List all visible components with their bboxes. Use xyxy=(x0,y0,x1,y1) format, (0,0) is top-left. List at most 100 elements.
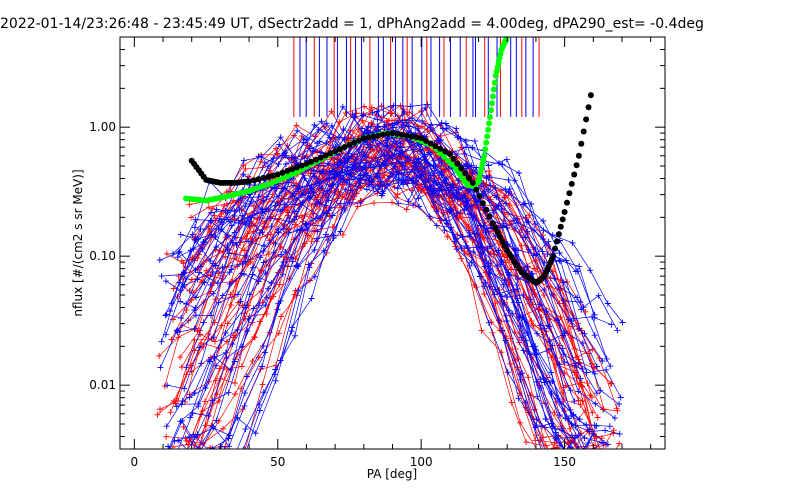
series-green-point xyxy=(448,161,455,168)
series-black-point xyxy=(450,155,457,162)
series-black-point xyxy=(442,148,449,155)
series-black-point xyxy=(246,178,253,185)
flux-trace-red-38 xyxy=(177,163,599,418)
flux-trace-blue-30 xyxy=(185,139,575,402)
series-black-point xyxy=(408,133,415,140)
plus-markers-blue-28 xyxy=(186,163,600,449)
series-black-point xyxy=(559,216,566,223)
series-black-point xyxy=(423,137,429,144)
series-green-point xyxy=(484,133,491,140)
y-tick-label: 0.10 xyxy=(89,249,116,263)
series-black-point xyxy=(561,209,568,215)
series-black-point xyxy=(403,132,410,139)
series-black-point xyxy=(384,130,391,137)
series-black-point xyxy=(587,92,594,99)
plus-markers-blue-4 xyxy=(165,168,540,449)
series-black-point xyxy=(554,238,560,245)
x-tick-label: 50 xyxy=(270,455,285,469)
series-black xyxy=(188,92,594,286)
series-black-point xyxy=(394,130,401,137)
series-green-point xyxy=(441,153,448,160)
series-black-point xyxy=(317,154,324,161)
series-black-point xyxy=(265,173,272,180)
series-green-point xyxy=(482,146,489,153)
plus-markers-blue-21 xyxy=(179,128,624,449)
series-black-point xyxy=(303,160,310,167)
axes: 0 50 100 150 1.00 0.10 0.01 xyxy=(89,36,665,469)
series-black-point xyxy=(289,166,296,173)
series-black-point xyxy=(571,171,578,178)
flux-trace-red-4 xyxy=(209,170,593,449)
x-tick-label: 150 xyxy=(553,455,576,469)
series-black-point xyxy=(469,179,476,186)
series-green-point xyxy=(489,93,496,100)
series-black-point xyxy=(583,116,590,123)
series-green-point xyxy=(483,139,490,146)
series-black-point xyxy=(568,180,575,187)
chart-title: 2022-01-14/23:26:48 - 23:45:49 UT, dSect… xyxy=(0,16,704,32)
series-black-point xyxy=(462,170,469,177)
flux-trace-blue-31 xyxy=(246,170,587,449)
series-black-point xyxy=(432,143,439,150)
flux-trace-blue-32 xyxy=(171,154,575,439)
series-green-point xyxy=(488,107,494,114)
series-black-point xyxy=(308,158,315,165)
series-black-point xyxy=(458,165,465,172)
y-tick-label: 0.01 xyxy=(89,378,116,392)
flux-trace-blue-11 xyxy=(194,133,616,438)
series-black-point xyxy=(250,177,257,184)
series-black-point xyxy=(550,253,557,260)
x-tick-label: 100 xyxy=(410,455,433,469)
series-black-point xyxy=(370,133,377,140)
x-axis-label: PA [deg] xyxy=(367,467,417,481)
flux-trace-blue-25 xyxy=(184,160,580,449)
y-tick-label: 1.00 xyxy=(89,120,116,134)
series-black-point xyxy=(379,131,386,138)
series-black-point xyxy=(360,135,367,142)
series-black-point xyxy=(578,140,585,147)
flux-trace-red-2 xyxy=(193,145,544,449)
series-black-point xyxy=(365,134,372,141)
series-black-point xyxy=(580,128,587,135)
plus-markers-blue-36 xyxy=(174,133,560,443)
flux-traces xyxy=(154,37,626,449)
series-black-point xyxy=(555,231,562,238)
series-black-point xyxy=(332,148,339,155)
series-black-point xyxy=(466,175,472,181)
flux-trace-blue-20 xyxy=(177,122,611,367)
series-black-point xyxy=(437,145,444,152)
series-green-point xyxy=(491,79,498,86)
series-black-point xyxy=(566,190,573,197)
series-green-point xyxy=(486,120,493,127)
series-black-point xyxy=(260,174,267,181)
series-green-point xyxy=(485,126,492,133)
series-black-point xyxy=(492,224,499,231)
series-black-point xyxy=(274,171,281,178)
plus-markers-blue-14 xyxy=(170,122,607,446)
plus-markers-blue-38 xyxy=(162,151,610,362)
series-black-point xyxy=(564,199,570,206)
series-black-point xyxy=(497,234,504,240)
series-black-point xyxy=(585,104,592,111)
series-black-point xyxy=(479,200,486,207)
series-black-point xyxy=(483,206,490,213)
series-black-point xyxy=(389,130,396,137)
x-tick-label: 0 xyxy=(131,455,139,469)
series-black-point xyxy=(255,176,262,183)
series-black-point xyxy=(399,131,406,138)
series-black-point xyxy=(418,135,425,142)
series-black-point xyxy=(322,152,329,159)
flux-trace-blue-17 xyxy=(181,170,610,427)
series-black-point xyxy=(327,150,334,157)
series-layer xyxy=(183,36,594,286)
series-green-point xyxy=(481,152,488,159)
series-black-point xyxy=(499,238,506,245)
series-black-point xyxy=(298,162,305,169)
series-black-point xyxy=(341,144,348,150)
series-green-point xyxy=(445,157,451,164)
series-black-point xyxy=(557,223,564,230)
series-black-point xyxy=(501,243,508,250)
series-black-point xyxy=(336,146,343,153)
series-black-point xyxy=(293,164,300,171)
